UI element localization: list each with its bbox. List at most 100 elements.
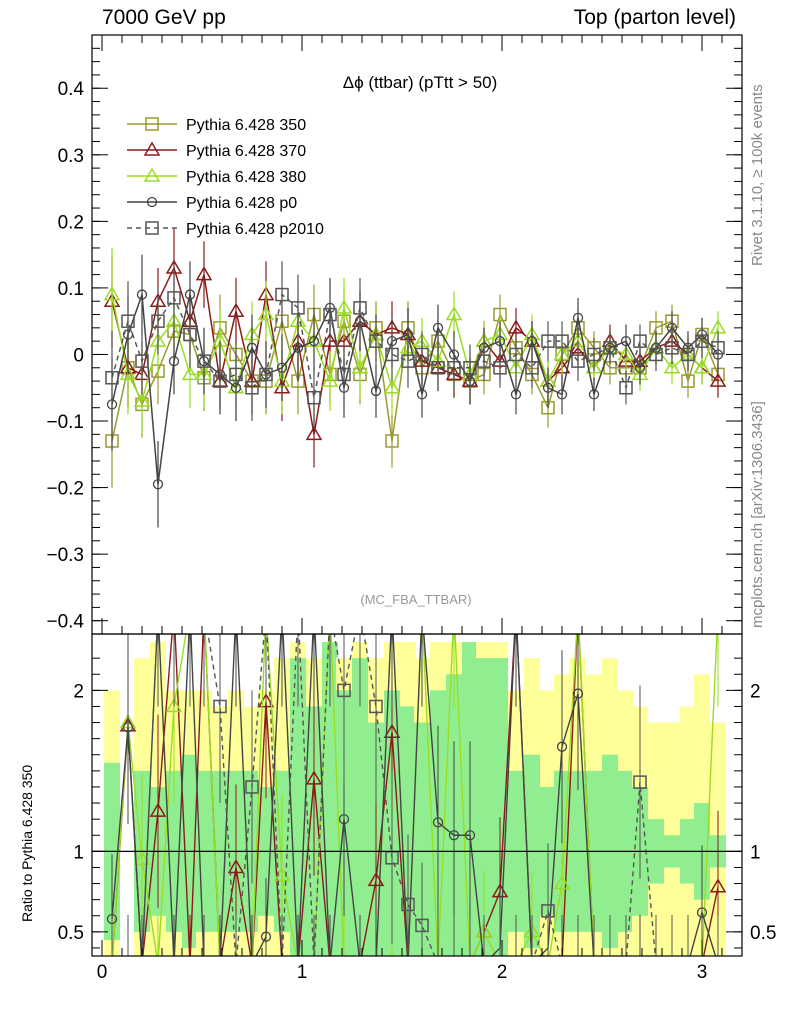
- ratio-point: [541, 904, 555, 918]
- data-point: [445, 306, 463, 321]
- legend-label: Pythia 6.428 370: [186, 143, 306, 160]
- series-line: [111, 312, 719, 442]
- data-point: [510, 389, 522, 400]
- ratio-point: [401, 897, 415, 912]
- data-point: [321, 332, 339, 347]
- y-tick-label: −0.2: [46, 479, 84, 500]
- data-point: [321, 372, 339, 387]
- data-point: [385, 434, 399, 448]
- data-point: [681, 374, 695, 388]
- ratio-band-inner: [352, 658, 368, 956]
- ratio-series: [106, 634, 727, 956]
- ratio-point: [464, 830, 476, 841]
- ratio-point: [633, 775, 647, 789]
- data-point: [585, 359, 603, 374]
- ratio-line: [111, 634, 717, 956]
- ratio-point: [122, 722, 134, 733]
- data-point: [401, 354, 415, 368]
- data-point: [665, 341, 679, 355]
- ratio-point: [415, 918, 429, 933]
- ratio-point: [149, 802, 167, 817]
- ratio-band-inner: [400, 706, 416, 956]
- legend-marker: [145, 117, 159, 131]
- data-point: [136, 289, 148, 300]
- data-point: [259, 367, 273, 382]
- ratio-y-tick-label: 1: [73, 842, 84, 863]
- data-point: [634, 362, 646, 373]
- data-point: [588, 389, 600, 400]
- data-point: [337, 367, 351, 382]
- ratio-y-tick-label: 0.5: [58, 923, 84, 944]
- legend-label: Pythia 6.428 p0: [186, 195, 297, 212]
- ratio-y-tick-label-right: 0.5: [750, 923, 776, 944]
- data-point: [135, 354, 149, 368]
- series-line: [111, 265, 719, 435]
- data-point: [183, 327, 197, 342]
- ratio-frame: [91, 633, 743, 957]
- y-tick-label: 0.4: [58, 79, 85, 100]
- ratio-point: [165, 697, 183, 713]
- data-point: [305, 425, 323, 441]
- data-point: [353, 301, 367, 315]
- data-point: [709, 372, 727, 387]
- y-tick-label: −0.3: [46, 545, 84, 566]
- ratio-point: [133, 850, 151, 866]
- rivet-version-label: Rivet 3.1.10, ≥ 100k events: [749, 84, 766, 266]
- data-point: [431, 361, 445, 375]
- y-tick-label: −0.1: [46, 412, 84, 433]
- data-point: [335, 299, 353, 314]
- data-point: [184, 289, 196, 300]
- data-point: [507, 319, 525, 334]
- ratio-y-tick-label: 2: [73, 681, 84, 702]
- mcplots-label: mcplots.cern.ch [arXiv:1306.3436]: [749, 401, 766, 628]
- process-label: Top (parton level): [573, 6, 736, 29]
- series-line: [111, 294, 719, 404]
- y-tick-label: 0: [73, 345, 84, 366]
- ratio-point: [213, 699, 227, 714]
- data-point: [493, 361, 507, 375]
- x-tick-label: 2: [497, 962, 508, 983]
- data-point: [633, 334, 647, 348]
- data-point: [526, 336, 538, 347]
- y-tick-label: 0.3: [58, 146, 84, 167]
- data-point: [620, 336, 632, 347]
- data-point: [291, 301, 305, 315]
- axes: −0.4 −0.3 −0.2 −0.1 0 0.1 0.2 0.3 0.4 0.5 0.5 1 1 2 2 0…: [46, 34, 776, 983]
- data-point: [119, 365, 137, 381]
- data-point: [213, 374, 227, 388]
- ratio-y-tick-label-right: 2: [750, 681, 761, 702]
- ratio-point: [227, 858, 245, 874]
- data-point: [463, 361, 477, 375]
- data-point: [197, 354, 211, 368]
- series-line: [111, 293, 719, 398]
- data-point: [385, 347, 399, 362]
- ratio-point: [337, 683, 351, 698]
- data-point: [447, 361, 461, 375]
- legend-marker: [146, 196, 158, 208]
- data-point: [227, 302, 245, 317]
- data-point: [617, 345, 635, 361]
- ratio-band-inner: [476, 658, 492, 956]
- legend-label: Pythia 6.428 350: [186, 117, 306, 134]
- data-point: [416, 389, 428, 400]
- data-point: [105, 371, 119, 385]
- data-point: [275, 287, 289, 302]
- data-point: [257, 306, 275, 321]
- legend: Pythia 6.428 350 Pythia 6.428 370 Pythia 6…: [127, 117, 324, 238]
- x-tick-label: 0: [97, 962, 108, 983]
- beam-label: 7000 GeV pp: [102, 6, 226, 29]
- legend-marker: [143, 141, 161, 156]
- legend-label: Pythia 6.428 380: [186, 169, 306, 186]
- ratio-point: [572, 688, 584, 699]
- legend-marker: [145, 221, 159, 235]
- chart-title: Δϕ (ttbar) (pTtt > 50): [343, 73, 498, 92]
- data-point: [555, 334, 569, 348]
- ratio-point: [260, 931, 272, 942]
- data-point: [103, 286, 121, 301]
- data-point: [649, 347, 663, 362]
- y-tick-label: −0.4: [46, 612, 84, 633]
- data-point: [587, 347, 601, 362]
- data-point: [556, 389, 568, 400]
- data-point: [619, 380, 633, 395]
